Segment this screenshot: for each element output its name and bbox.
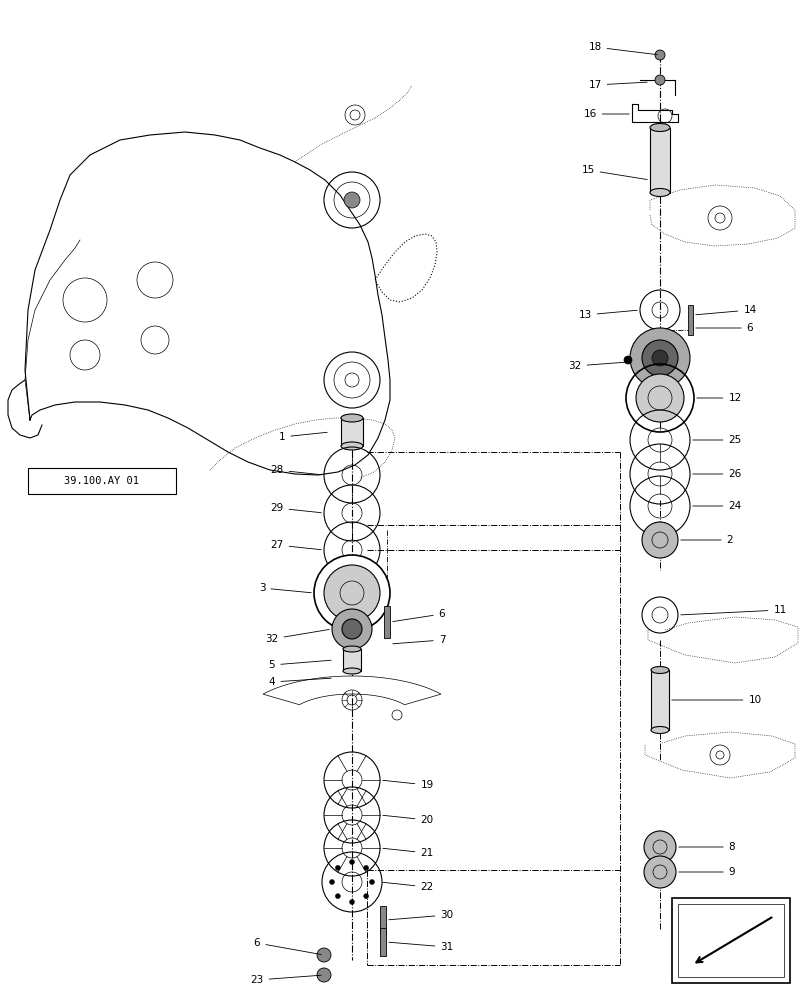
Bar [677, 904, 783, 977]
Text: 7: 7 [393, 635, 444, 645]
Text: 17: 17 [588, 80, 646, 90]
Circle shape [341, 619, 362, 639]
Ellipse shape [649, 188, 669, 196]
Text: 25: 25 [692, 435, 740, 445]
Circle shape [623, 356, 631, 364]
Bar [672, 898, 789, 983]
Circle shape [316, 968, 331, 982]
Circle shape [629, 328, 689, 388]
Circle shape [335, 894, 340, 899]
Circle shape [651, 350, 667, 366]
Circle shape [642, 340, 677, 376]
Text: 3: 3 [259, 583, 311, 593]
Bar [650, 670, 668, 730]
Text: 11: 11 [680, 605, 786, 615]
Text: 19: 19 [382, 780, 433, 790]
Text: 39.100.AY 01: 39.100.AY 01 [64, 476, 139, 486]
Ellipse shape [341, 414, 363, 422]
Bar [380, 928, 385, 956]
Text: 28: 28 [270, 465, 321, 475]
Bar [342, 649, 361, 671]
Circle shape [654, 75, 664, 85]
Bar [28, 468, 176, 494]
Ellipse shape [650, 666, 668, 674]
Text: 31: 31 [388, 942, 453, 952]
Circle shape [363, 894, 368, 899]
Text: 26: 26 [692, 469, 740, 479]
Bar [649, 128, 669, 193]
Circle shape [314, 555, 389, 631]
Circle shape [642, 522, 677, 558]
Text: 5: 5 [268, 660, 331, 670]
Bar [687, 305, 692, 335]
Ellipse shape [342, 646, 361, 652]
Text: 6: 6 [253, 938, 321, 955]
Text: 18: 18 [588, 42, 656, 55]
Bar [384, 606, 389, 638]
Ellipse shape [650, 726, 668, 734]
Text: 14: 14 [695, 305, 756, 315]
Circle shape [335, 865, 340, 870]
Text: 15: 15 [581, 165, 646, 180]
Circle shape [324, 565, 380, 621]
Text: 23: 23 [250, 975, 321, 985]
Circle shape [363, 865, 368, 870]
Circle shape [332, 609, 371, 649]
Text: 4: 4 [268, 677, 331, 687]
Text: 30: 30 [388, 910, 453, 920]
Circle shape [344, 192, 359, 208]
Text: 22: 22 [382, 882, 433, 892]
Circle shape [316, 948, 331, 962]
Circle shape [643, 831, 676, 863]
Bar [341, 418, 363, 446]
Text: 24: 24 [692, 501, 740, 511]
Text: 1: 1 [278, 432, 327, 442]
Text: 16: 16 [582, 109, 629, 119]
Text: 6: 6 [393, 609, 444, 622]
Circle shape [349, 899, 354, 904]
Text: 6: 6 [695, 323, 753, 333]
Text: 12: 12 [696, 393, 740, 403]
Text: 2: 2 [680, 535, 732, 545]
Circle shape [635, 374, 683, 422]
Ellipse shape [342, 668, 361, 674]
Text: 10: 10 [671, 695, 761, 705]
Circle shape [643, 856, 676, 888]
Circle shape [369, 879, 374, 884]
Text: 27: 27 [270, 540, 321, 550]
Ellipse shape [341, 442, 363, 450]
Bar [380, 906, 385, 934]
Text: 20: 20 [382, 815, 433, 825]
Text: 9: 9 [678, 867, 735, 877]
Circle shape [349, 859, 354, 864]
Text: 13: 13 [577, 310, 637, 320]
Ellipse shape [649, 124, 669, 132]
Text: 32: 32 [568, 361, 624, 371]
Text: 8: 8 [678, 842, 735, 852]
Text: 32: 32 [265, 629, 328, 644]
Text: 21: 21 [382, 848, 433, 858]
Polygon shape [263, 676, 440, 705]
Circle shape [654, 50, 664, 60]
Text: 29: 29 [270, 503, 321, 513]
Circle shape [329, 879, 334, 884]
